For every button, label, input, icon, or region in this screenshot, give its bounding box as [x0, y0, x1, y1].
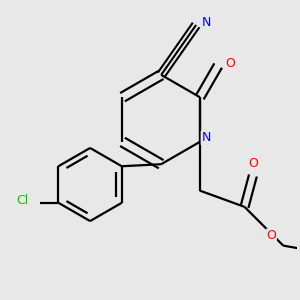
- Text: Cl: Cl: [16, 194, 28, 207]
- Text: O: O: [225, 57, 235, 70]
- Text: N: N: [202, 16, 211, 29]
- Text: O: O: [266, 229, 276, 242]
- Text: N: N: [201, 131, 211, 144]
- Text: O: O: [248, 157, 258, 170]
